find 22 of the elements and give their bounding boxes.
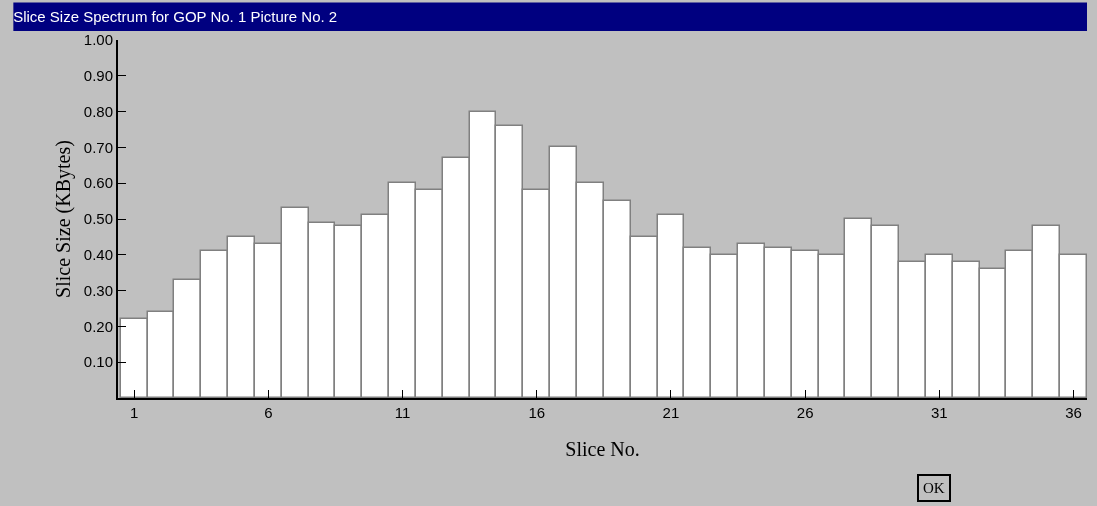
text: OK	[923, 480, 945, 496]
y-tick-label: 0.70	[83, 138, 113, 156]
x-tick-label: 31	[931, 404, 948, 421]
y-tick-label: 0.40	[83, 246, 113, 264]
x-tick-label: 26	[796, 404, 814, 421]
x-axis-title: Slice No.	[565, 438, 640, 460]
x-tick-label: 21	[662, 404, 680, 421]
y-tick-label: 0.80	[83, 102, 113, 120]
chart-title: Slice Size Spectrum for GOP No. 1 Picture No. 2	[13, 8, 338, 26]
y-tick-label: 0.10	[83, 353, 113, 371]
y-tick-label: 0.30	[83, 281, 113, 299]
y-tick-label: 1.00	[83, 31, 113, 49]
x-tick-label: 11	[394, 404, 411, 421]
x-tick-label: 36	[1065, 404, 1082, 421]
x-tick-label: 6	[264, 404, 273, 421]
y-tick-label: 0.50	[83, 210, 113, 228]
y-tick-label: 0.90	[83, 67, 113, 85]
y-tick-label: 0.60	[83, 174, 113, 192]
y-tick-label: 0.20	[83, 317, 113, 335]
x-tick-label: 1	[129, 404, 139, 421]
y-axis-title: Slice Size (KBytes)	[51, 140, 75, 298]
x-tick-label: 16	[528, 404, 546, 421]
